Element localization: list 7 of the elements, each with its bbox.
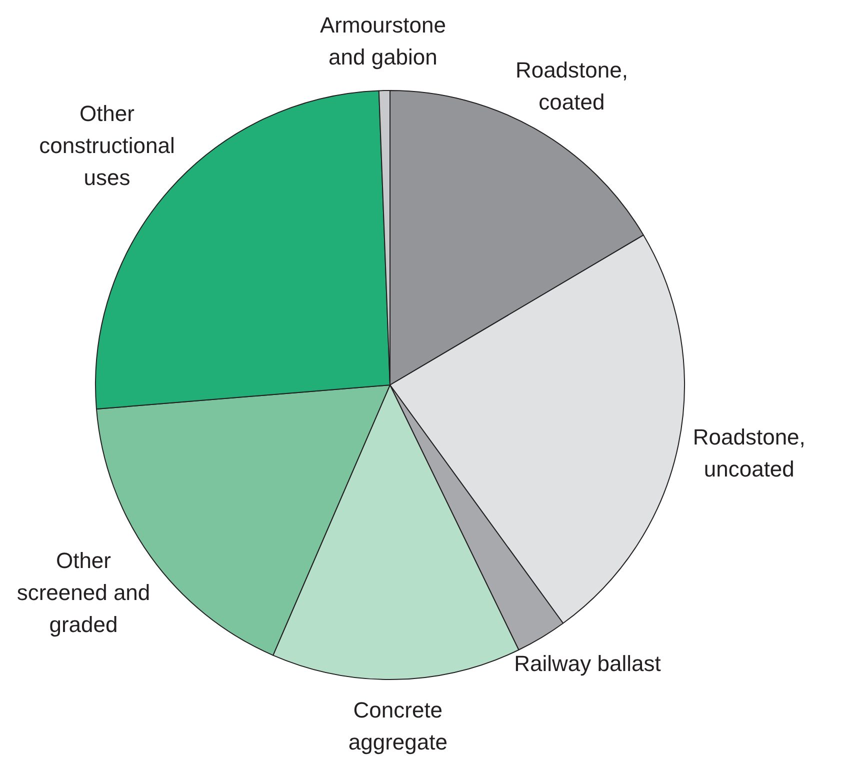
slice-label: Concrete aggregate [348,697,448,754]
slice-label: Railway ballast [514,651,661,676]
slice-label: Armourstone and gabion [320,12,446,70]
slice-label: Roadstone, uncoated [692,424,806,482]
slice-label: Roadstone, coated [515,58,628,115]
slice-label: Other screened and graded [16,548,150,637]
slice-label: Other constructional uses [39,101,175,190]
